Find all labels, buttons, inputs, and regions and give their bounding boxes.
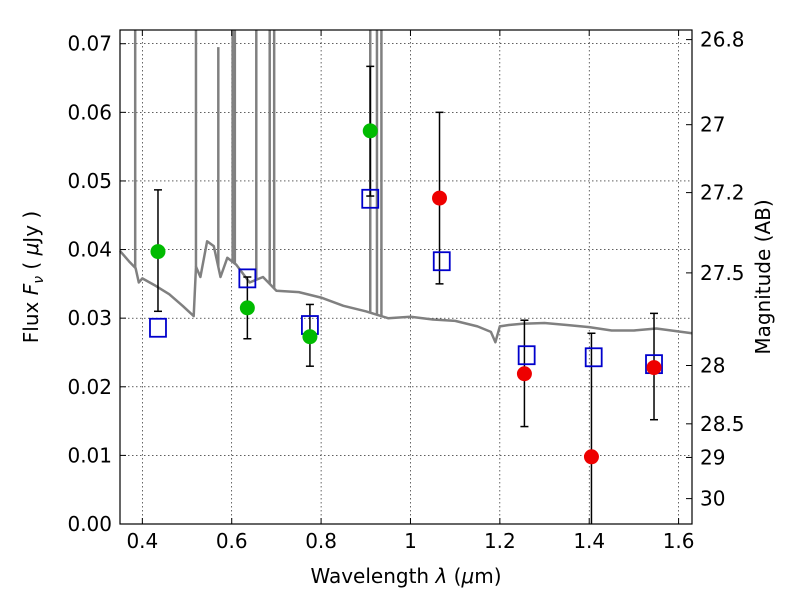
red-data-point xyxy=(516,366,532,382)
x-tick-label: 0.6 xyxy=(216,529,248,553)
error-bars xyxy=(153,65,659,524)
right-tick-label: 29 xyxy=(700,445,725,469)
x-tick-label: 1.6 xyxy=(663,529,695,553)
right-tick-label: 26.8 xyxy=(700,28,745,52)
x-tick-label: 1.4 xyxy=(573,529,605,553)
y-tick-label: 0.02 xyxy=(67,375,112,399)
x-tick-label: 1 xyxy=(404,529,417,553)
green-data-point xyxy=(302,329,318,345)
x-tick-label: 0.8 xyxy=(305,529,337,553)
red-data-point xyxy=(646,360,662,376)
right-tick-label: 27 xyxy=(700,113,725,137)
green-data-point xyxy=(150,244,166,260)
right-tick-label: 28.5 xyxy=(700,412,745,436)
model-square-marker xyxy=(149,317,167,338)
right-axis-label: Magnitude (AB) xyxy=(751,199,775,354)
model-square-marker xyxy=(584,347,603,368)
plot-frame xyxy=(119,29,693,525)
spectrum-series xyxy=(119,30,693,344)
right-tick-label: 27.5 xyxy=(700,261,745,285)
green-data-point xyxy=(362,123,378,139)
green-data-point xyxy=(239,300,255,316)
right-tick-label: 30 xyxy=(700,487,725,511)
model-square-marker xyxy=(238,268,257,289)
x-tick-label: 0.4 xyxy=(126,529,158,553)
red-data-point xyxy=(432,190,448,206)
y-tick-label: 0.00 xyxy=(67,512,112,536)
spectrum-line xyxy=(119,240,693,344)
grid xyxy=(120,30,692,525)
model-square-marker xyxy=(432,251,451,272)
right-tick-label: 27.2 xyxy=(700,181,745,205)
right-tick-label: 28 xyxy=(700,354,725,378)
red-data-point xyxy=(583,449,599,465)
y-tick-label: 0.03 xyxy=(67,306,112,330)
model-square-marker xyxy=(361,188,380,209)
photometry-points xyxy=(149,65,663,524)
y-tick-label: 0.06 xyxy=(67,100,112,124)
model-square-marker xyxy=(517,345,536,366)
x-tick-label: 1.2 xyxy=(484,529,516,553)
y-axis-label: Flux Fν ( μJy ) xyxy=(19,211,47,343)
y-tick-label: 0.04 xyxy=(67,238,112,262)
x-axis-label: Wavelength λ (μm) xyxy=(310,564,501,588)
y-tick-label: 0.01 xyxy=(67,443,112,467)
y-tick-label: 0.07 xyxy=(67,32,112,56)
y-tick-label: 0.05 xyxy=(67,169,112,193)
axis-ticks: 0.4 0.6 0.8 1 1.2 1.4 1.6 0.00 0.01 0.02 0.03 0.04 0… xyxy=(67,28,744,553)
markers xyxy=(149,123,663,465)
